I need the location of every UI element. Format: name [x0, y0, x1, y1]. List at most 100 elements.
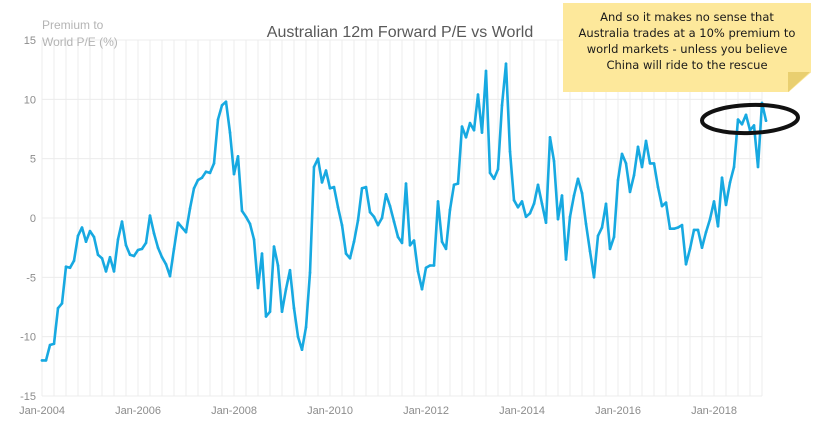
data-point — [688, 247, 692, 251]
data-point — [308, 271, 312, 274]
data-point — [444, 247, 448, 251]
data-point — [340, 223, 344, 227]
series-layer — [40, 62, 768, 362]
data-point — [744, 113, 748, 117]
data-point — [664, 201, 668, 204]
data-point — [196, 178, 200, 182]
data-point — [408, 244, 412, 247]
data-point — [172, 247, 176, 251]
x-tick-label: Jan-2016 — [595, 405, 641, 417]
data-point — [652, 162, 656, 165]
data-point — [200, 176, 204, 179]
data-point — [324, 169, 328, 172]
y-axis-label: Premium to World P/E (%) — [42, 18, 118, 49]
data-point — [160, 255, 164, 259]
y-axis-label-line-2: World P/E (%) — [42, 35, 118, 49]
data-point — [344, 252, 348, 255]
highlight-circle — [700, 102, 800, 136]
data-point — [236, 155, 240, 158]
data-point — [604, 202, 608, 206]
data-point — [508, 150, 512, 153]
data-point — [300, 348, 304, 352]
data-point — [140, 247, 144, 251]
data-point — [612, 235, 616, 239]
data-point — [296, 335, 300, 339]
data-point — [656, 185, 660, 189]
data-point — [124, 244, 128, 247]
data-point — [504, 62, 508, 65]
y-tick-label: 5 — [30, 154, 36, 166]
data-point — [732, 165, 736, 169]
data-point — [476, 93, 480, 96]
data-point — [672, 227, 676, 230]
data-point — [472, 128, 476, 132]
data-point — [120, 220, 124, 223]
data-point — [384, 193, 388, 196]
data-point — [360, 187, 364, 190]
annotation-note: And so it makes no sense that Australia … — [563, 3, 811, 92]
data-point — [216, 118, 220, 121]
y-tick-label: 0 — [30, 213, 36, 225]
data-point — [752, 124, 756, 127]
data-point — [432, 264, 436, 267]
data-point — [108, 255, 112, 259]
data-point — [268, 310, 272, 314]
data-point — [104, 270, 108, 273]
data-point — [180, 226, 184, 229]
data-point — [320, 181, 324, 184]
data-point — [72, 259, 76, 263]
data-point — [480, 131, 484, 134]
data-point — [352, 240, 356, 243]
data-point — [396, 235, 400, 239]
data-point — [292, 306, 296, 310]
data-point — [412, 239, 416, 242]
data-point — [220, 104, 224, 107]
data-point — [668, 227, 672, 230]
data-point — [564, 258, 568, 261]
data-point — [724, 203, 728, 207]
data-point — [540, 202, 544, 206]
data-point — [88, 229, 92, 233]
data-point — [596, 234, 600, 238]
data-point — [136, 248, 140, 252]
data-point — [100, 257, 104, 260]
data-point — [52, 342, 56, 346]
y-tick-label: 10 — [24, 94, 36, 106]
data-point — [392, 220, 396, 223]
data-point — [452, 183, 456, 187]
data-point — [588, 249, 592, 253]
data-point — [516, 206, 520, 209]
data-point — [568, 215, 572, 219]
data-point — [128, 253, 132, 257]
data-point — [208, 171, 212, 175]
data-point — [256, 286, 260, 290]
data-point — [528, 212, 532, 215]
data-point — [132, 254, 136, 258]
data-point — [232, 172, 236, 176]
data-point — [708, 217, 712, 221]
data-point — [536, 183, 540, 187]
data-point — [368, 210, 372, 214]
data-point — [548, 136, 552, 139]
x-tick-label: Jan-2018 — [691, 405, 737, 417]
annotation-text: And so it makes no sense that Australia … — [578, 10, 796, 72]
data-point — [304, 325, 308, 329]
data-point — [272, 245, 276, 248]
y-tick-label: -5 — [26, 272, 36, 284]
data-point — [400, 241, 404, 245]
data-point — [96, 253, 100, 257]
data-point — [740, 123, 744, 126]
data-point — [332, 185, 336, 189]
data-point — [84, 240, 88, 243]
data-point — [448, 208, 452, 211]
data-point — [376, 223, 380, 227]
x-tick-label: Jan-2010 — [307, 405, 353, 417]
data-point — [312, 165, 316, 169]
data-point — [440, 240, 444, 243]
data-point — [64, 265, 68, 269]
data-point — [696, 228, 700, 232]
data-point — [624, 162, 628, 165]
data-point — [372, 215, 376, 219]
data-point — [288, 268, 292, 272]
